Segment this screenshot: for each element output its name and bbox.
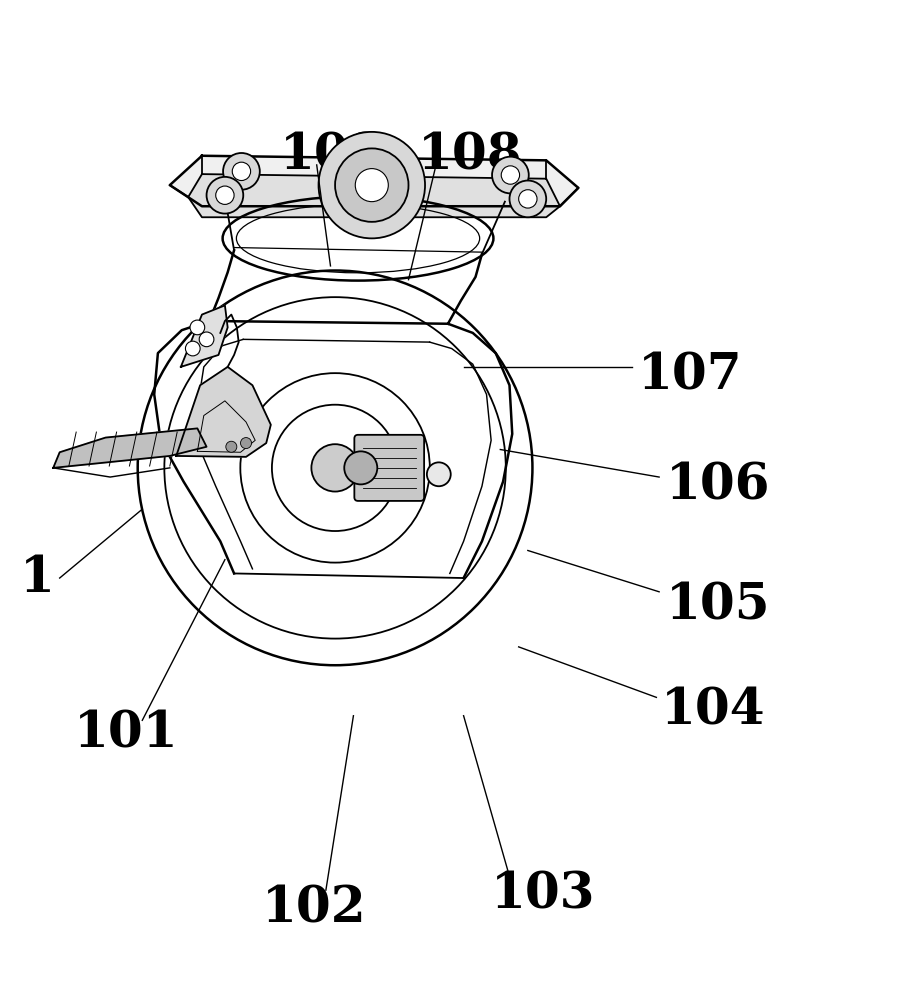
Polygon shape: [170, 156, 578, 206]
Polygon shape: [181, 305, 228, 367]
Circle shape: [199, 332, 214, 347]
Circle shape: [241, 438, 252, 449]
Circle shape: [335, 148, 409, 222]
Circle shape: [232, 162, 251, 181]
Text: 106: 106: [666, 462, 770, 511]
Text: 101: 101: [73, 710, 178, 759]
Circle shape: [185, 341, 200, 356]
Circle shape: [226, 441, 237, 452]
Circle shape: [492, 157, 529, 193]
Polygon shape: [53, 428, 207, 468]
Circle shape: [519, 190, 537, 208]
Text: 103: 103: [491, 870, 596, 919]
Circle shape: [501, 166, 520, 184]
Circle shape: [344, 451, 377, 484]
Circle shape: [190, 320, 205, 335]
FancyBboxPatch shape: [354, 435, 424, 501]
Text: 108: 108: [418, 131, 522, 180]
Circle shape: [216, 186, 234, 204]
Circle shape: [355, 169, 388, 202]
Text: 109: 109: [280, 131, 385, 180]
Circle shape: [207, 177, 243, 214]
Text: 107: 107: [638, 352, 743, 401]
Text: 102: 102: [262, 884, 366, 933]
Circle shape: [509, 181, 546, 217]
Circle shape: [427, 462, 451, 486]
Text: 1: 1: [20, 554, 55, 603]
Circle shape: [311, 444, 359, 492]
Text: 105: 105: [666, 581, 770, 630]
Polygon shape: [188, 174, 560, 217]
Circle shape: [319, 132, 425, 238]
Circle shape: [223, 153, 260, 190]
Text: 104: 104: [661, 687, 766, 736]
Polygon shape: [176, 367, 271, 457]
